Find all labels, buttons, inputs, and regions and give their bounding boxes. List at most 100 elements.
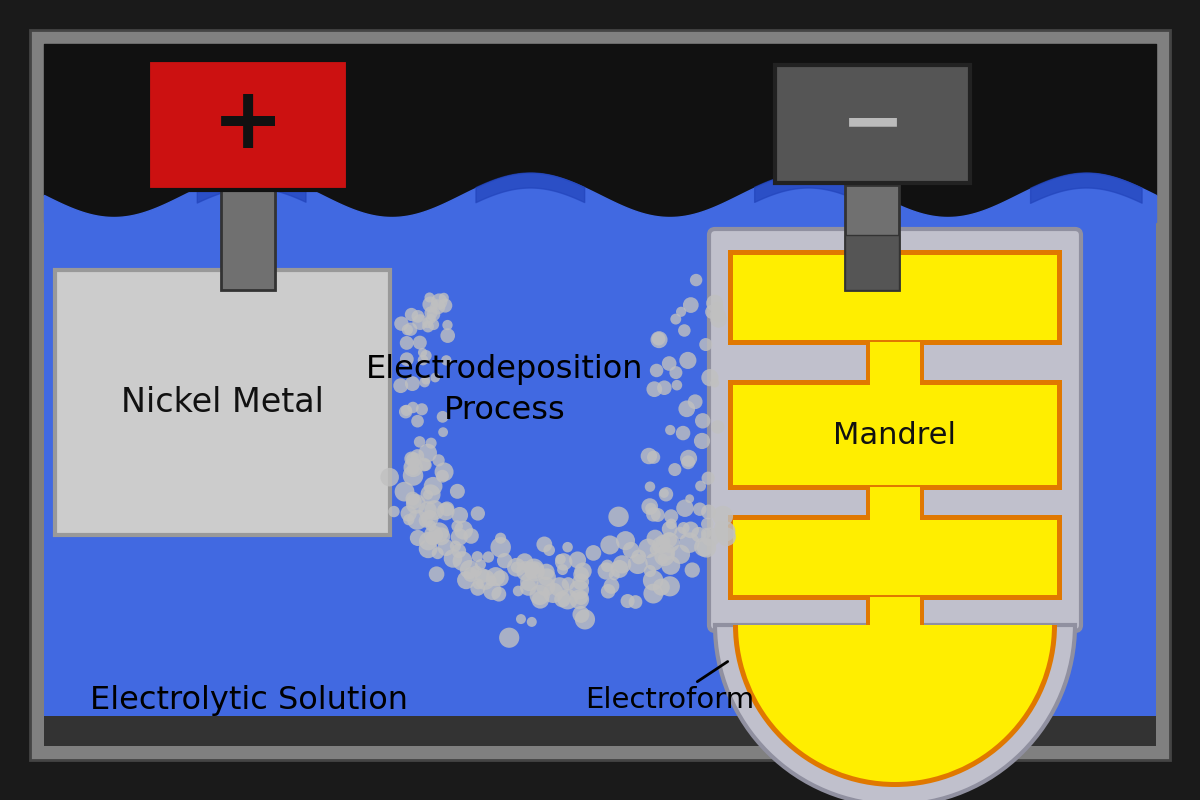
Text: Nickel Metal: Nickel Metal: [121, 386, 324, 419]
Point: [654, 486, 673, 499]
Point: [454, 524, 473, 537]
Point: [571, 592, 590, 605]
Point: [692, 434, 712, 447]
Point: [644, 508, 664, 521]
Bar: [775, 65, 970, 183]
Point: [644, 382, 664, 395]
Point: [628, 558, 647, 570]
Point: [644, 555, 664, 568]
Point: [418, 316, 437, 329]
Bar: [733, 255, 1057, 340]
Point: [690, 502, 709, 515]
Bar: [728, 380, 1062, 490]
Point: [437, 502, 456, 515]
Bar: [221, 185, 275, 290]
Point: [558, 541, 577, 554]
Point: [403, 469, 422, 482]
Point: [443, 552, 462, 565]
Point: [421, 488, 440, 501]
Point: [428, 301, 448, 314]
Point: [416, 350, 436, 362]
Point: [467, 565, 486, 578]
Point: [418, 446, 437, 459]
Point: [554, 555, 574, 568]
Point: [396, 406, 415, 418]
Point: [653, 553, 672, 566]
Point: [415, 376, 434, 389]
Point: [570, 593, 589, 606]
Bar: [870, 487, 920, 520]
Bar: [733, 385, 1057, 485]
Point: [599, 585, 618, 598]
Point: [530, 594, 550, 606]
Point: [424, 529, 443, 542]
Point: [414, 458, 433, 471]
Point: [649, 332, 668, 345]
Point: [410, 336, 430, 349]
Point: [715, 525, 734, 538]
Point: [410, 435, 430, 448]
Point: [706, 309, 725, 322]
Text: Electroform: Electroform: [586, 662, 755, 714]
Point: [392, 318, 412, 330]
Point: [402, 452, 421, 465]
Point: [421, 437, 440, 450]
Point: [413, 346, 432, 359]
Point: [530, 589, 550, 602]
Point: [470, 558, 490, 571]
Point: [445, 540, 464, 553]
Point: [673, 426, 692, 439]
Point: [468, 507, 487, 520]
Point: [462, 530, 481, 542]
Point: [410, 316, 430, 329]
Point: [540, 544, 559, 557]
Point: [694, 541, 713, 554]
Point: [698, 472, 718, 485]
Point: [403, 462, 422, 475]
Point: [649, 334, 668, 346]
Point: [400, 507, 419, 520]
Point: [403, 492, 422, 505]
Point: [660, 580, 679, 593]
Wedge shape: [715, 625, 1075, 800]
Wedge shape: [738, 625, 1052, 782]
Point: [698, 506, 718, 518]
Text: +: +: [212, 83, 284, 166]
Point: [568, 554, 587, 566]
Point: [395, 486, 414, 498]
Point: [671, 548, 690, 561]
Point: [666, 366, 685, 379]
Point: [526, 565, 545, 578]
Point: [584, 546, 604, 559]
Point: [418, 504, 437, 517]
Point: [408, 310, 427, 322]
Point: [426, 371, 445, 384]
Point: [416, 374, 436, 386]
Point: [479, 550, 498, 563]
Point: [660, 357, 679, 370]
Point: [682, 298, 701, 311]
Point: [413, 354, 432, 366]
Point: [433, 470, 452, 482]
Point: [499, 631, 518, 644]
Point: [661, 510, 680, 522]
Point: [391, 379, 410, 392]
Point: [602, 579, 622, 592]
Bar: [870, 597, 920, 625]
Point: [643, 587, 662, 600]
Point: [646, 532, 665, 545]
Point: [475, 574, 494, 586]
Point: [508, 561, 527, 574]
Point: [421, 298, 440, 311]
Text: Electrodeposition
Process: Electrodeposition Process: [366, 354, 643, 426]
Point: [407, 498, 426, 510]
Point: [638, 542, 658, 554]
Point: [420, 291, 439, 304]
Point: [574, 565, 593, 578]
Point: [416, 458, 436, 471]
Point: [380, 470, 400, 483]
Point: [400, 514, 419, 526]
Point: [660, 522, 679, 535]
Point: [518, 581, 538, 594]
Point: [667, 378, 686, 391]
